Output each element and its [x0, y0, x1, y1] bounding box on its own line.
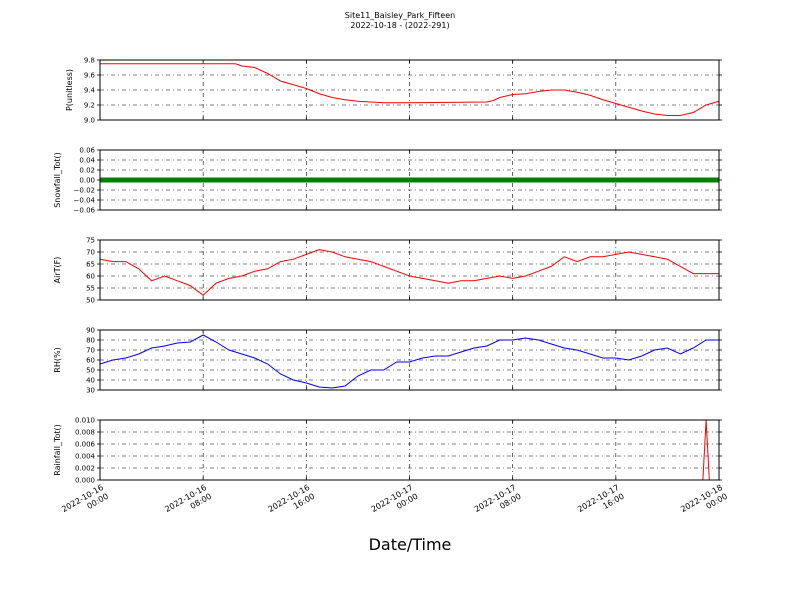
y-tick-label: 0.00: [79, 177, 95, 185]
y-tick-label: 9.2: [84, 102, 95, 110]
x-tick-label: 2022-10-1700:00: [370, 483, 420, 523]
x-tick-label: 2022-10-1716:00: [576, 483, 626, 523]
x-tick-label: 2022-10-1608:00: [163, 483, 213, 523]
y-tick-label: 60: [86, 273, 95, 281]
y-tick-label: 40: [86, 377, 95, 385]
y-tick-label: 75: [86, 237, 95, 245]
subplot-4: 30 40 50 60 70 80 90 RH(%): [53, 327, 722, 395]
y-tick-label: 0.008: [75, 429, 95, 437]
y-tick-label: 50: [86, 297, 95, 305]
y-tick-label: −0.04: [74, 197, 96, 205]
y-tick-label: 65: [86, 261, 95, 269]
axes-frame: [99, 59, 720, 121]
x-axis-label: Date/Time: [369, 535, 452, 554]
axes-frame: [99, 419, 720, 481]
y-tick-label: 0.010: [75, 417, 95, 425]
y-tick-label: 90: [86, 327, 95, 335]
y-tick-label: 9.6: [84, 72, 96, 80]
y-tick-label: −0.02: [74, 187, 95, 195]
y-tick-label: 9.8: [84, 57, 95, 65]
y-axis-label: Snowfall_Tot(): [53, 152, 62, 208]
y-tick-label: 0.02: [79, 167, 95, 175]
x-tick-label: 2022-10-1800:00: [679, 483, 729, 523]
x-tick-label: 2022-10-1708:00: [473, 483, 523, 523]
axes-frame: [99, 329, 720, 391]
y-tick-label: 0.002: [75, 465, 95, 473]
chart-subtitle: 2022-10-18 - (2022-291): [350, 21, 449, 30]
subplot-3: 50 55 60 65 70 75 AirT(F): [53, 237, 722, 305]
y-axis-label: Rainfall_Tot(): [53, 424, 62, 476]
y-tick-label: 0.000: [75, 477, 95, 485]
y-axis-label: RH(%): [53, 347, 62, 372]
subplot-5: 0.000 0.002 0.004 0.006 0.008 0.010 Rainfall_T…: [53, 417, 722, 485]
chart-title: Site11_Baisley_Park_Fifteen: [345, 11, 455, 20]
y-tick-label: 70: [86, 347, 95, 355]
y-tick-label: 50: [86, 367, 95, 375]
x-axis-tick-labels: 2022-10-1600:00 2022-10-1608:00 2022-10-16…: [60, 483, 729, 523]
data-series-line: [100, 63, 720, 116]
y-tick-label: 30: [86, 387, 95, 395]
y-tick-label: 0.006: [75, 441, 96, 449]
x-tick-label: 2022-10-1600:00: [60, 483, 110, 523]
y-tick-label: 0.04: [79, 157, 95, 165]
y-axis-label: AirT(F): [53, 257, 62, 284]
y-tick-label: 9.4: [84, 87, 96, 95]
y-tick-label: 70: [86, 249, 95, 257]
y-axis-label: P(unitless): [65, 69, 74, 111]
y-tick-label: −0.06: [74, 207, 96, 215]
axes-frame: [99, 239, 720, 301]
y-tick-label: 60: [86, 357, 95, 365]
y-tick-label: 55: [86, 285, 95, 293]
subplot-1: 9.0 9.2 9.4 9.6 9.8 P(unitless): [65, 57, 722, 125]
y-tick-label: 0.004: [75, 453, 96, 461]
y-tick-label: 80: [86, 337, 95, 345]
subplot-2: −0.06 −0.04 −0.02 0.00 0.02 0.04 0.06 Snowfall_…: [53, 147, 722, 215]
x-tick-label: 2022-10-1616:00: [267, 483, 317, 523]
y-tick-label: 9.0: [84, 117, 95, 125]
data-series-line: [99, 334, 719, 389]
y-tick-label: 0.06: [79, 147, 95, 155]
axes-frame: [99, 149, 720, 211]
subplot-stack: 9.09.29.49.69.8P(unitless)−0.06−0.04−0.0…: [53, 57, 722, 485]
data-series-line: [99, 249, 719, 296]
